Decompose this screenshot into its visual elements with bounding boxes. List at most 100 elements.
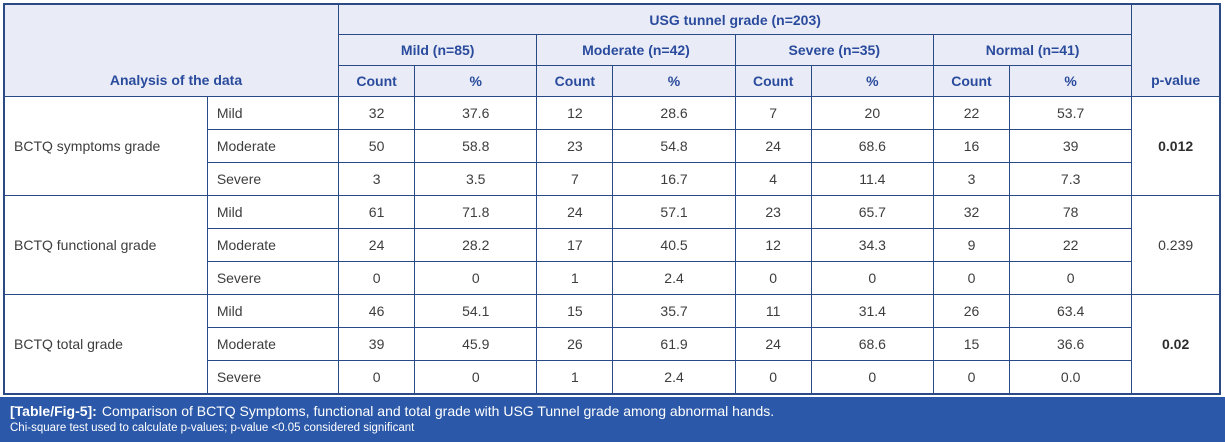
data-cell: 68.6 [810,327,934,361]
table-header: Analysis of the data USG tunnel grade (n… [3,3,1221,97]
data-cell: 17 [536,228,614,262]
data-cell: 46 [338,294,416,328]
data-cell: 3 [932,162,1011,196]
figure-container: Analysis of the data USG tunnel grade (n… [3,3,1221,395]
data-cell: 7.3 [1009,162,1133,196]
table-row: Moderate 39 45.9 26 61.9 24 68.6 15 36.6 [4,327,1220,361]
data-cell: 31.4 [810,294,934,328]
data-cell: 11.4 [810,162,934,196]
data-cell: 23 [734,195,812,229]
data-cell: 26 [932,294,1011,328]
data-cell: 68.6 [810,129,934,163]
bctq-usg-comparison-table: Analysis of the data USG tunnel grade (n… [3,3,1221,395]
stub-header: Analysis of the data [3,3,340,97]
group-header-moderate: Moderate (n=42) [536,34,736,66]
data-cell: 1 [536,360,614,395]
table-caption: [Table/Fig-5]: Comparison of BCTQ Symptom… [0,397,1225,442]
data-cell: 32 [932,195,1011,229]
data-cell: 0 [1009,261,1133,295]
table-body: BCTQ symptoms grade Mild 32 37.6 12 28.6… [3,96,1221,395]
caption-tag: [Table/Fig-5]: [10,403,97,419]
data-cell: 65.7 [810,195,934,229]
data-cell: 61 [338,195,416,229]
p-value-cell: 0.012 [1131,96,1221,196]
data-cell: 0 [338,261,416,295]
p-value-cell: 0.02 [1131,294,1221,395]
data-cell: 0 [338,360,416,395]
data-cell: 0 [734,261,812,295]
data-cell: 22 [932,96,1011,130]
data-cell: 0.0 [1009,360,1133,395]
data-cell: 63.4 [1009,294,1133,328]
group-label-functional: BCTQ functional grade [3,195,208,295]
data-cell: 50 [338,129,416,163]
p-value-header: p-value [1131,3,1221,97]
data-cell: 61.9 [612,327,736,361]
table-row: BCTQ symptoms grade Mild 32 37.6 12 28.6… [3,96,1221,196]
data-cell: 3.5 [414,162,538,196]
data-cell: 36.6 [1009,327,1133,361]
table-row: BCTQ total grade Mild 46 54.1 15 35.7 11… [3,294,1221,395]
usg-tunnel-grade-header: USG tunnel grade (n=203) [338,3,1133,35]
percent-header: % [810,65,934,97]
count-header: Count [932,65,1011,97]
data-cell: 20 [810,96,934,130]
group-header-mild: Mild (n=85) [338,34,538,66]
data-cell: 2.4 [612,360,736,395]
data-cell: 12 [734,228,812,262]
data-cell: 7 [734,96,812,130]
data-cell: 40.5 [612,228,736,262]
header-row-3: Count % Count % Count % Count % [4,65,1220,97]
data-cell: 45.9 [414,327,538,361]
row-label: Severe [206,360,340,395]
count-header: Count [536,65,614,97]
data-cell: 1 [536,261,614,295]
p-value-cell: 0.239 [1131,195,1221,295]
data-cell: 24 [734,327,812,361]
data-cell: 39 [338,327,416,361]
group-label-symptoms: BCTQ symptoms grade [3,96,208,196]
data-cell: 0 [932,360,1011,395]
data-cell: 0 [810,360,934,395]
caption-note: Chi-square test used to calculate p-valu… [10,422,415,434]
count-header: Count [338,65,416,97]
data-cell: 53.7 [1009,96,1133,130]
row-label: Severe [206,261,340,295]
table-row: Severe 0 0 1 2.4 0 0 0 0 [4,261,1220,295]
group-label-total: BCTQ total grade [3,294,208,395]
row-label: Mild [206,294,340,328]
data-cell: 9 [932,228,1011,262]
data-cell: 24 [338,228,416,262]
data-cell: 23 [536,129,614,163]
data-cell: 28.2 [414,228,538,262]
group-header-severe: Severe (n=35) [734,34,934,66]
data-cell: 16 [932,129,1011,163]
data-cell: 58.8 [414,129,538,163]
data-cell: 11 [734,294,812,328]
data-cell: 22 [1009,228,1133,262]
data-cell: 16.7 [612,162,736,196]
table-row: BCTQ functional grade Mild 61 71.8 24 57… [3,195,1221,295]
percent-header: % [1009,65,1133,97]
table-row: Severe 0 0 1 2.4 0 0 0 0.0 [4,360,1220,395]
data-cell: 35.7 [612,294,736,328]
header-row-1: Analysis of the data USG tunnel grade (n… [3,3,1221,97]
data-cell: 71.8 [414,195,538,229]
percent-header: % [414,65,538,97]
data-cell: 0 [810,261,934,295]
row-label: Moderate [206,327,340,361]
data-cell: 15 [932,327,1011,361]
data-cell: 3 [338,162,416,196]
count-header: Count [734,65,812,97]
group-header-normal: Normal (n=41) [932,34,1133,66]
row-label: Mild [206,195,340,229]
data-cell: 2.4 [612,261,736,295]
data-cell: 24 [734,129,812,163]
data-cell: 26 [536,327,614,361]
data-cell: 15 [536,294,614,328]
percent-header: % [612,65,736,97]
caption-text: Comparison of BCTQ Symptoms, functional … [101,403,775,419]
data-cell: 12 [536,96,614,130]
data-cell: 4 [734,162,812,196]
table-row: Moderate 50 58.8 23 54.8 24 68.6 16 39 [4,129,1220,163]
